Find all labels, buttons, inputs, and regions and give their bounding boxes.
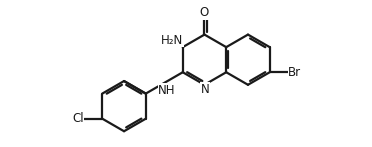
Text: Cl: Cl bbox=[72, 112, 84, 125]
Text: N: N bbox=[201, 83, 209, 96]
Text: NH: NH bbox=[158, 84, 176, 97]
Text: O: O bbox=[200, 6, 209, 19]
Text: Br: Br bbox=[288, 66, 301, 79]
Text: H₂N: H₂N bbox=[161, 34, 183, 47]
